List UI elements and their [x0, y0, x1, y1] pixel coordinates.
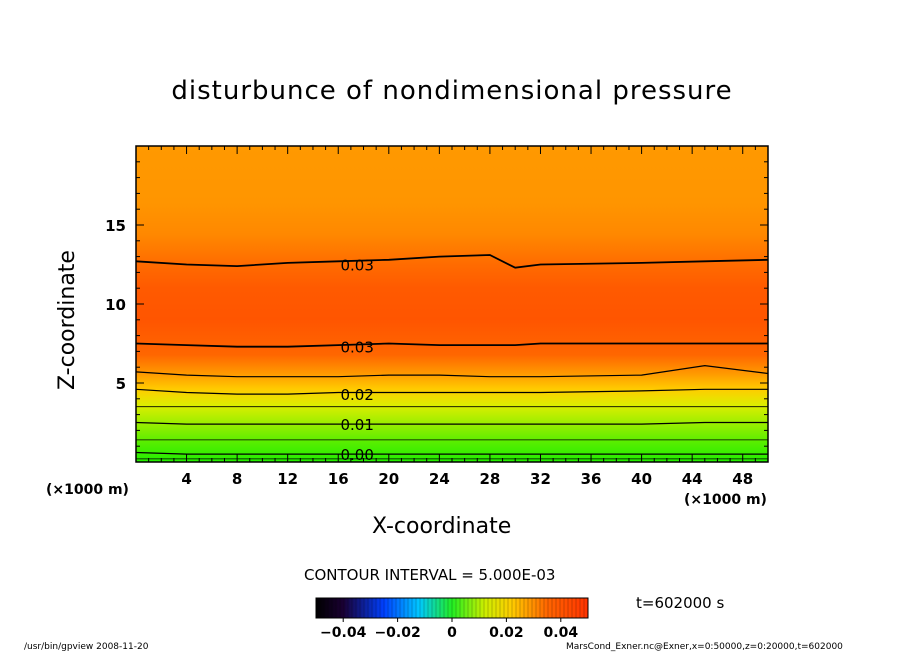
footer-right: MarsCond_Exner.nc@Exner,x=0:50000,z=0:20…	[566, 642, 843, 652]
colorbar-tick-label: 0.04	[544, 625, 579, 641]
contour-label: 0.03	[340, 257, 373, 275]
x-tick-label: 48	[732, 470, 753, 488]
x-tick-label: 36	[581, 470, 602, 488]
contour-label: 0.02	[340, 386, 373, 404]
colorbar-stripes	[319, 598, 585, 618]
time-label: t=602000 s	[636, 594, 725, 612]
x-axis-label: X-coordinate	[372, 514, 512, 539]
y-tick-label: 10	[105, 296, 126, 314]
contour-line	[135, 254, 769, 269]
colorbar-tick-label: 0.02	[489, 625, 524, 641]
colorbar-tick-label: −0.04	[320, 625, 367, 641]
x-tick-label: 12	[277, 470, 298, 488]
chart-title: disturbunce of nondimensional pressure	[171, 76, 733, 106]
x-unit-label-right: (×1000 m)	[684, 492, 767, 508]
contour-line	[135, 364, 769, 378]
contour-interval-label: CONTOUR INTERVAL = 5.000E-03	[304, 566, 556, 584]
x-tick-label: 20	[378, 470, 399, 488]
plot-area	[136, 146, 768, 462]
colorbar	[316, 598, 588, 618]
colorbar-tick-label: 0	[447, 625, 457, 641]
x-tick-label: 8	[232, 470, 242, 488]
x-tick-label: 32	[530, 470, 551, 488]
footer-left: /usr/bin/gpview 2008-11-20	[24, 642, 149, 652]
x-tick-label: 4	[181, 470, 191, 488]
x-tick-label: 44	[682, 470, 703, 488]
contour-labels: 0.03 0.03 0.02 0.01 0.00	[340, 257, 373, 465]
x-tick-label: 24	[429, 470, 450, 488]
colorbar-tick-label: −0.02	[374, 625, 420, 641]
contour-label: 0.01	[340, 416, 373, 434]
contour-label: 0.03	[340, 339, 373, 357]
x-unit-label-left: (×1000 m)	[46, 482, 129, 498]
contour-label: 0.00	[340, 446, 373, 464]
x-ticks: 4 8 12 16 20 24 28 32 36 40 44 48	[135, 146, 769, 488]
contour-line	[135, 421, 768, 425]
colorbar-ticks: −0.04 −0.02 0 0.02 0.04	[320, 618, 578, 641]
x-tick-label: 40	[631, 470, 652, 488]
y-tick-label: 15	[105, 217, 126, 235]
y-axis-label: Z-coordinate	[55, 250, 80, 390]
y-ticks: 5 10 15	[105, 145, 768, 463]
contour-line	[135, 342, 768, 348]
x-tick-label: 16	[328, 470, 349, 488]
y-tick-label: 5	[116, 375, 126, 393]
contour-line	[135, 388, 768, 395]
x-tick-label: 28	[479, 470, 500, 488]
